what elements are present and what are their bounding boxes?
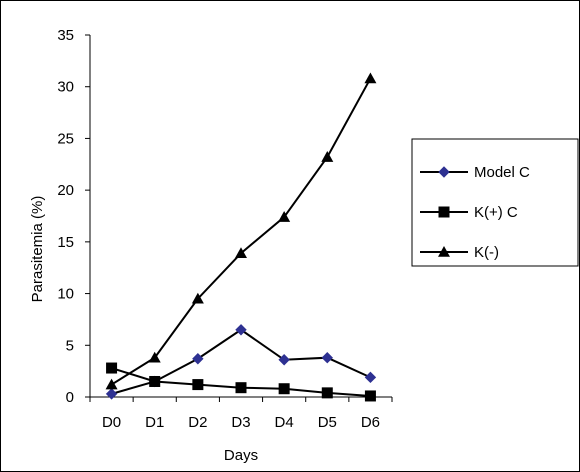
data-point-k-c — [321, 387, 333, 399]
axes: 0 5 10 15 20 25 30 35 D0 D1 D2 D3 D4 D5 D6 — [57, 27, 393, 431]
x-tick-label: D1 — [145, 414, 164, 431]
y-tick-label: 15 — [57, 234, 74, 251]
legend-box — [411, 138, 579, 267]
legend-label: K(-) — [474, 244, 499, 261]
x-tick-label: D2 — [188, 414, 207, 431]
data-point-model-c — [192, 353, 204, 365]
legend-label: Model C — [474, 164, 530, 181]
data-point-k-c — [106, 362, 118, 374]
legend-item-k: K(-) — [420, 244, 499, 261]
y-tick-label: 20 — [57, 182, 74, 199]
y-tick-label: 35 — [57, 27, 74, 44]
x-tick-label: D3 — [231, 414, 250, 431]
series-layer — [105, 72, 377, 402]
y-tick-label: 25 — [57, 130, 74, 147]
data-point-model-c — [235, 324, 247, 336]
data-point-k — [235, 247, 247, 259]
data-point-k — [278, 211, 291, 222]
legend-item-k-c: K(+) C — [420, 204, 518, 221]
y-tick-label: 30 — [57, 79, 74, 96]
series-k-c — [106, 362, 376, 402]
y-axis-label: Parasitemia (%) — [29, 196, 46, 303]
x-axis-label: Days — [224, 447, 258, 464]
legend: Model C K(+) C K(-) — [411, 138, 579, 267]
data-point-k-c — [278, 383, 290, 395]
data-point-model-c — [364, 371, 377, 384]
data-point-k-c — [192, 379, 204, 391]
data-point-k — [148, 351, 161, 363]
legend-item-model-c: Model C — [420, 164, 530, 181]
y-tick-label: 10 — [57, 286, 74, 303]
data-point-k — [321, 151, 334, 162]
legend-label: K(+) C — [474, 204, 518, 221]
data-point-model-c — [278, 354, 290, 366]
data-point-k — [105, 378, 118, 390]
legend-marker — [438, 166, 450, 178]
x-tick-label: D5 — [318, 414, 337, 431]
legend-marker — [438, 206, 450, 218]
data-point-k-c — [364, 390, 376, 402]
data-point-model-c — [105, 388, 118, 400]
data-point-model-c — [321, 351, 333, 364]
legend-marker — [438, 246, 450, 257]
data-point-k — [364, 72, 377, 84]
data-point-k — [191, 292, 204, 304]
series-line-k — [111, 77, 372, 386]
x-tick-label: D4 — [275, 414, 294, 431]
data-point-k-c — [235, 382, 247, 394]
series-k — [105, 72, 377, 390]
y-tick-label: 0 — [66, 389, 74, 406]
y-tick-label: 5 — [66, 337, 74, 354]
x-tick-label: D0 — [102, 414, 121, 431]
x-tick-label: D6 — [361, 414, 380, 431]
data-point-k-c — [149, 375, 161, 387]
